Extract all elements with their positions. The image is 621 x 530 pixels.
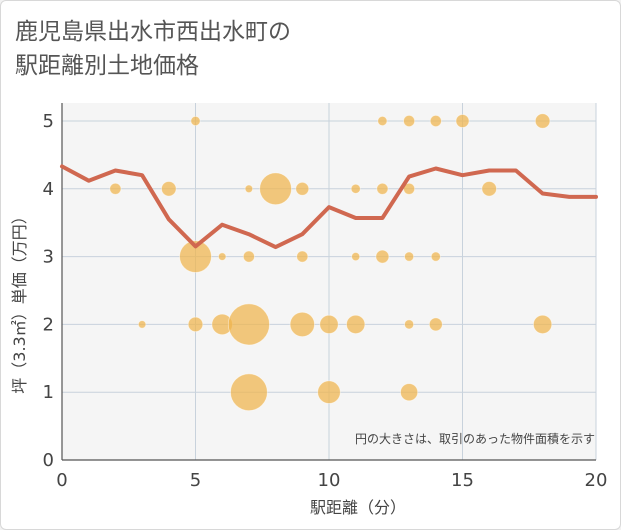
data-bubble [259,172,292,206]
data-bubble [346,314,366,334]
data-bubble [244,184,254,193]
y-axis-label: 坪（3.3㎡）単価（万円） [10,208,29,393]
data-bubble [217,252,227,261]
data-bubble [351,252,361,262]
chart-title: 鹿児島県出水市西出水町の 駅距離別土地価格 [15,15,291,83]
data-bubble [319,314,339,334]
data-bubble [429,115,442,128]
data-bubble [109,182,122,195]
y-tick-label: 2 [43,314,54,335]
data-bubble [137,320,147,329]
data-bubble [161,181,177,197]
x-axis-label: 駅距離（分） [310,498,406,517]
x-tick-label: 15 [451,470,474,491]
data-bubble [227,303,270,346]
data-bubble [428,317,443,332]
data-bubble [289,311,315,337]
data-bubble [532,314,553,334]
data-bubble [430,251,441,262]
data-bubble [376,182,389,195]
data-bubble [375,249,390,264]
data-bubble [187,316,204,333]
x-tick-label: 5 [190,470,201,491]
data-bubble [404,319,415,330]
data-bubble [400,383,419,402]
data-bubble [295,181,310,196]
data-bubble [296,250,309,263]
size-note: 円の大きさは、取引のあった物件面積を示す [355,431,595,446]
y-tick-labels: 0 1 2 3 4 5 [43,111,54,471]
y-tick-label: 4 [43,179,54,200]
data-bubble [534,113,551,129]
data-bubble [455,114,470,128]
line-layer [60,164,598,250]
y-tick-label: 1 [43,382,54,403]
data-bubble [230,373,268,412]
y-tick-label: 0 [43,450,54,471]
y-tick-label: 5 [43,111,54,132]
chart-title-line1: 鹿児島県出水市西出水町の [15,19,291,45]
x-tick-label: 20 [585,470,608,491]
y-tick-label: 3 [43,247,54,268]
data-bubble [242,250,255,263]
bubble-layer [109,113,553,412]
average-price-line [60,164,598,250]
x-tick-labels: 0 5 10 15 20 [56,470,607,491]
data-bubble [404,251,415,262]
data-bubble [317,380,341,404]
chart-title-line2: 駅距離別土地価格 [15,53,199,79]
x-tick-label: 10 [318,470,341,491]
data-bubble [377,116,388,127]
data-bubble [403,115,416,128]
x-tick-label: 0 [56,470,67,491]
data-bubble [190,116,201,127]
data-bubble [350,183,361,194]
data-bubble [481,181,497,197]
data-bubble [179,240,212,273]
